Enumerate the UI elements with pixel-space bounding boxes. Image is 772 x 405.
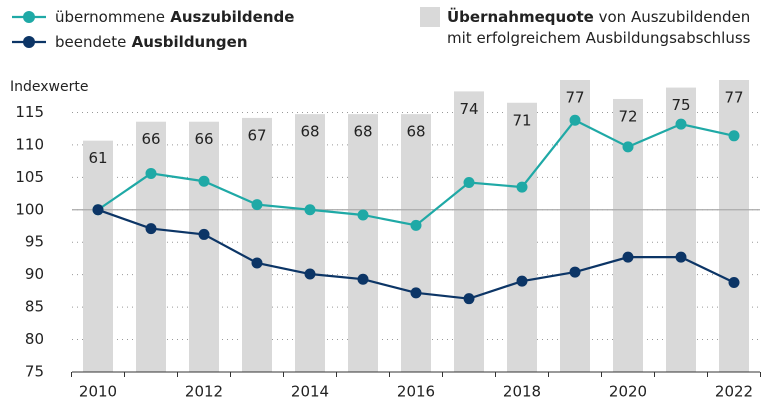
x-tick-label: 2020 <box>609 383 647 401</box>
bar-value-label: 74 <box>459 100 478 118</box>
point <box>410 287 422 299</box>
point <box>569 114 581 126</box>
bar <box>454 91 484 373</box>
x-tick-label: 2022 <box>715 383 753 401</box>
bar <box>613 98 643 373</box>
x-tick-label: 2018 <box>503 383 541 401</box>
bar-value-label: 66 <box>141 130 160 148</box>
point <box>145 223 157 235</box>
point <box>516 181 528 193</box>
point <box>304 268 316 280</box>
x-tick-label: 2010 <box>79 383 117 401</box>
point <box>463 293 475 305</box>
point <box>92 204 104 216</box>
point <box>463 177 475 189</box>
point <box>728 276 740 288</box>
y-tick-label: 75 <box>25 363 44 381</box>
point <box>304 204 316 216</box>
point <box>357 209 369 221</box>
point <box>357 273 369 285</box>
y-tick-label: 80 <box>25 330 44 348</box>
bar <box>560 80 590 372</box>
point <box>251 257 263 269</box>
x-tick-label: 2016 <box>397 383 435 401</box>
bar <box>136 121 166 372</box>
bar <box>189 121 219 372</box>
bar-value-label: 77 <box>565 89 584 107</box>
legend-marker <box>23 36 35 48</box>
y-axis-label: Indexwerte <box>10 79 88 95</box>
point <box>516 275 528 287</box>
point <box>198 175 210 187</box>
bar <box>719 80 749 372</box>
y-tick-label: 85 <box>25 298 44 316</box>
bar-value-label: 61 <box>88 149 107 167</box>
bar <box>83 140 113 372</box>
bar <box>242 117 272 372</box>
point <box>198 228 210 240</box>
bar-value-label: 68 <box>353 123 372 141</box>
bar <box>295 114 325 372</box>
point <box>145 167 157 179</box>
x-tick-label: 2012 <box>185 383 223 401</box>
bar-value-label: 72 <box>618 107 637 125</box>
bar-value-label: 77 <box>724 89 743 107</box>
bar <box>666 87 696 373</box>
x-tick-label: 2014 <box>291 383 329 401</box>
bar-value-label: 67 <box>247 126 266 144</box>
legend-label: beendete Ausbildungen <box>55 33 248 51</box>
y-tick-label: 100 <box>15 200 44 218</box>
bar-value-label: 71 <box>512 111 531 129</box>
point <box>622 141 634 153</box>
legend-marker <box>23 11 35 23</box>
legend-label: übernommene Auszubildende <box>55 8 294 26</box>
y-tick-label: 110 <box>15 135 44 153</box>
point <box>569 266 581 278</box>
bar-value-label: 68 <box>406 123 425 141</box>
legend-swatch <box>420 7 440 27</box>
point <box>728 130 740 142</box>
bar-value-label: 75 <box>671 96 690 114</box>
y-tick-label: 90 <box>25 265 44 283</box>
y-tick-label: 95 <box>25 233 44 251</box>
y-tick-label: 105 <box>15 168 44 186</box>
point <box>622 251 634 263</box>
y-tick-label: 115 <box>15 103 44 121</box>
bar <box>348 114 378 372</box>
point <box>251 199 263 211</box>
bar <box>507 102 537 373</box>
point <box>675 118 687 130</box>
legend-label: Übernahmequote von Auszubildenden mit erf… <box>447 7 751 47</box>
bar-value-label: 66 <box>194 130 213 148</box>
point <box>675 251 687 263</box>
bar <box>401 114 431 372</box>
point <box>410 219 422 231</box>
bar-value-label: 68 <box>300 123 319 141</box>
